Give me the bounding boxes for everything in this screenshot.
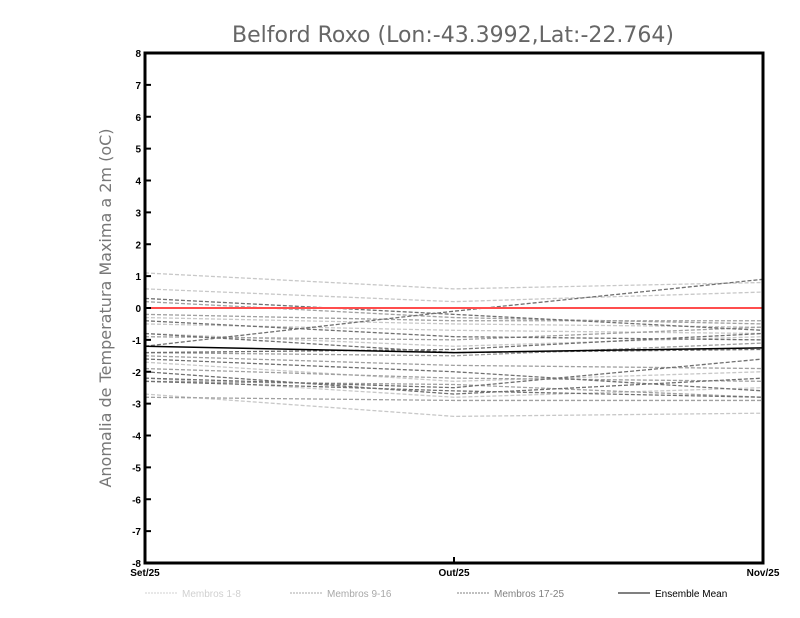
member-line xyxy=(144,371,764,395)
y-tick-label: -2 xyxy=(132,368,141,379)
y-tick-label: -8 xyxy=(132,559,141,570)
legend-label: Ensemble Mean xyxy=(655,589,727,600)
member-line xyxy=(144,316,764,328)
x-tick-label: Nov/25 xyxy=(747,568,780,579)
member-line xyxy=(144,342,764,357)
y-tick-label: 7 xyxy=(135,81,141,92)
y-tick-label: -4 xyxy=(132,432,141,443)
member-line xyxy=(144,332,764,354)
y-tick-label: 5 xyxy=(135,145,141,156)
member-line xyxy=(144,393,764,418)
y-tick-label: 1 xyxy=(135,272,141,283)
y-tick-label: -6 xyxy=(132,495,141,506)
member-line xyxy=(144,313,763,322)
member-line xyxy=(144,380,764,398)
member-line xyxy=(144,320,764,341)
member-line xyxy=(144,396,763,402)
chart-title: Belford Roxo (Lon:-43.3992,Lat:-22.764) xyxy=(232,23,674,48)
member-line xyxy=(144,297,764,331)
member-line xyxy=(144,326,764,341)
legend-label: Membros 1-8 xyxy=(182,589,241,600)
y-tick-label: -5 xyxy=(132,463,141,474)
member-line xyxy=(144,380,764,398)
y-tick-label: -3 xyxy=(132,400,141,411)
y-tick-label: 8 xyxy=(135,49,141,60)
member-line xyxy=(144,288,764,303)
member-line xyxy=(144,367,764,382)
x-tick-label: Set/25 xyxy=(130,568,160,579)
legend-label: Membros 17-25 xyxy=(494,589,564,600)
y-tick-label: 0 xyxy=(135,304,141,315)
ensemble-mean-line xyxy=(144,345,764,354)
member-line xyxy=(144,355,764,370)
y-tick-label: 2 xyxy=(135,240,141,251)
member-line xyxy=(144,358,764,392)
y-tick-label: 6 xyxy=(135,113,141,124)
y-tick-label: 3 xyxy=(135,208,141,219)
member-line xyxy=(144,361,764,382)
member-line xyxy=(144,278,764,347)
y-axis-label: Anomalia de Temperatura Maxima a 2m (oC) xyxy=(96,128,115,487)
member-line xyxy=(144,272,764,290)
legend-label: Membros 9-16 xyxy=(327,589,392,600)
y-tick-label: 4 xyxy=(135,177,141,188)
member-line xyxy=(144,358,764,389)
member-line xyxy=(144,300,764,325)
y-tick-label: -7 xyxy=(132,527,141,538)
y-tick-label: -1 xyxy=(132,336,141,347)
x-tick-label: Out/25 xyxy=(438,568,470,579)
